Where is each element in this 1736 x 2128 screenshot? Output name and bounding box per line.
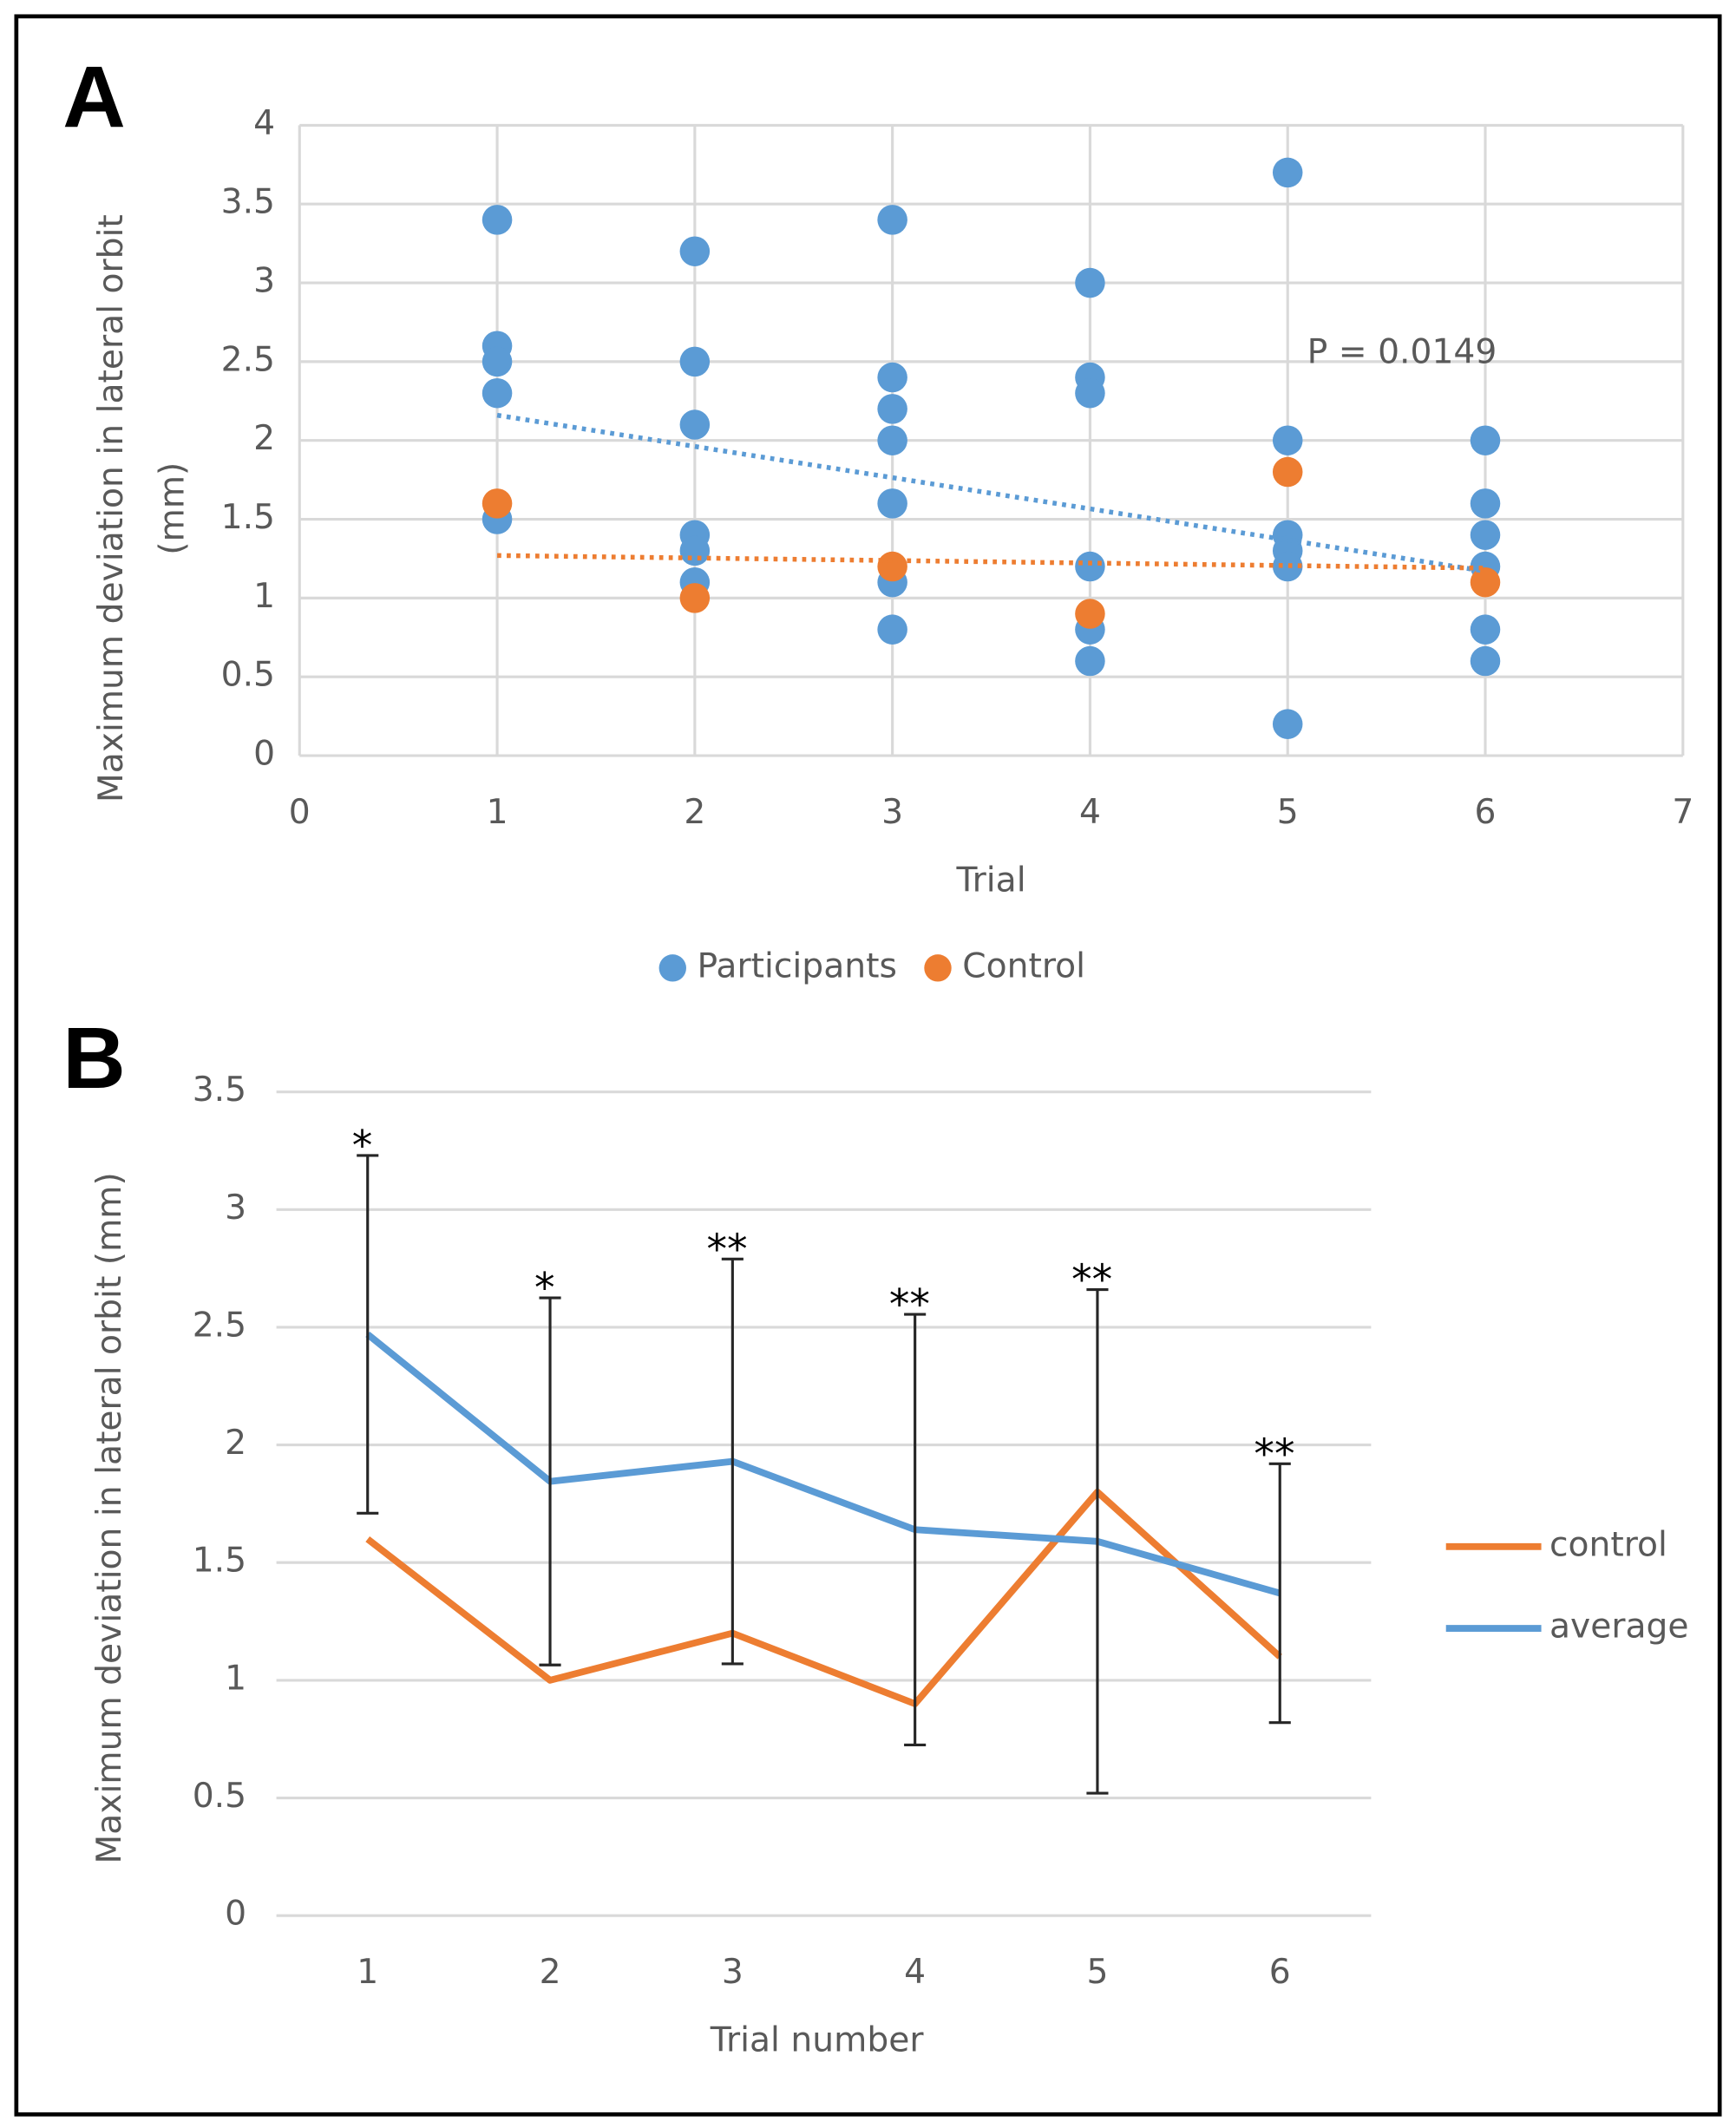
point [1075, 267, 1105, 298]
legend-label: average [1549, 1607, 1689, 1647]
y-tick-label: 1.5 [221, 498, 275, 537]
x-tick-label: 0 [289, 793, 311, 832]
y-tick-label: 0 [253, 735, 275, 774]
legend-marker [658, 954, 686, 982]
point [679, 535, 711, 566]
panel-a: A 0 0.5 1 1.5 2 2.5 3 3.5 4 0 1 2 3 4 5 6 7 Trial Maximum d… [62, 49, 1693, 986]
point [481, 205, 513, 235]
point [679, 583, 711, 613]
x-tick-label: 6 [1475, 793, 1497, 832]
point [679, 346, 711, 377]
point [1470, 488, 1501, 519]
x-tick-label: 1 [357, 1953, 378, 1992]
point [1470, 614, 1501, 645]
y-tick-label: 4 [253, 104, 275, 143]
x-tick-label: 5 [1086, 1953, 1108, 1992]
point [679, 236, 711, 266]
point [1272, 551, 1303, 582]
point [481, 346, 513, 377]
y-tick-label: 3.5 [221, 183, 275, 222]
panel-label: B [62, 1010, 126, 1107]
x-tick-label: 1 [487, 793, 508, 832]
legend-label: Participants [698, 946, 897, 985]
line [365, 1332, 1281, 1597]
error-bar [721, 1257, 744, 1666]
x-tick-label: 6 [1269, 1953, 1291, 1992]
x-tick-label: 4 [904, 1953, 926, 1992]
line [365, 1488, 1282, 1707]
significance-label: ** [707, 1226, 748, 1274]
x-tick-label: 2 [684, 793, 705, 832]
point [877, 551, 907, 582]
significance-label: * [352, 1123, 373, 1170]
y-tick-label: 3 [253, 262, 275, 301]
point [1470, 520, 1501, 550]
error-bar [1086, 1287, 1109, 1795]
y-axis-label: Maximum deviation in lateral orbit (mm) [90, 1172, 129, 1863]
y-axis-label: (mm) [153, 462, 192, 555]
significance-label: * [534, 1265, 555, 1313]
point [877, 362, 907, 393]
point [1075, 645, 1105, 677]
significance-label: ** [1254, 1431, 1294, 1478]
point [877, 488, 907, 519]
y-tick-label: 0 [225, 1895, 246, 1934]
y-tick-label: 3.5 [193, 1071, 246, 1110]
point [679, 409, 711, 440]
point [1470, 645, 1501, 677]
x-tick-label: 3 [881, 793, 903, 832]
frame [14, 14, 1722, 2117]
legend-label: Control [962, 946, 1085, 985]
y-tick-label: 0.5 [193, 1777, 246, 1816]
significance-label: ** [889, 1281, 930, 1329]
trendline [497, 553, 1486, 571]
error-bar [357, 1154, 379, 1515]
x-tick-label: 4 [1079, 793, 1101, 832]
point [1470, 566, 1501, 598]
y-tick-label: 1 [253, 577, 275, 616]
x-tick-label: 5 [1277, 793, 1299, 832]
x-axis-label: Trial [955, 861, 1025, 900]
point [1272, 709, 1303, 739]
point [1272, 425, 1303, 455]
point [877, 205, 907, 235]
significance-label: ** [1071, 1256, 1112, 1304]
panel-b: B 0 0.5 1 1.5 2 2.5 3 3.5 1 2 3 4 5 6 Trial number Maxim… [62, 1010, 1688, 2060]
y-tick-label: 2 [225, 1424, 246, 1463]
point [481, 488, 513, 519]
y-tick-label: 2.5 [221, 340, 275, 379]
point [1272, 157, 1303, 188]
y-tick-label: 0.5 [221, 656, 275, 695]
x-tick-label: 7 [1672, 793, 1693, 832]
y-tick-label: 3 [225, 1188, 246, 1228]
panel-label: A [62, 49, 126, 146]
annotation: P = 0.0149 [1307, 333, 1497, 372]
y-tick-label: 1.5 [193, 1542, 246, 1581]
x-axis-label: Trial number [710, 2021, 925, 2060]
point [481, 377, 513, 409]
point [1075, 599, 1105, 629]
point [1470, 425, 1501, 455]
point [1272, 456, 1303, 488]
legend-marker [924, 954, 952, 982]
point [877, 614, 907, 645]
error-bar [539, 1296, 561, 1666]
error-bar [904, 1313, 927, 1747]
point [1075, 377, 1105, 409]
point [877, 394, 907, 424]
point [1075, 551, 1105, 582]
y-tick-label: 2.5 [193, 1306, 246, 1345]
error-bar [1268, 1462, 1291, 1725]
y-tick-label: 2 [253, 419, 275, 458]
y-tick-label: 1 [225, 1659, 246, 1698]
x-tick-label: 2 [540, 1953, 561, 1992]
x-tick-label: 3 [722, 1953, 744, 1992]
point [877, 425, 907, 455]
legend-label: control [1549, 1525, 1667, 1564]
y-axis-label: Maximum deviation in lateral orbit [92, 214, 131, 802]
